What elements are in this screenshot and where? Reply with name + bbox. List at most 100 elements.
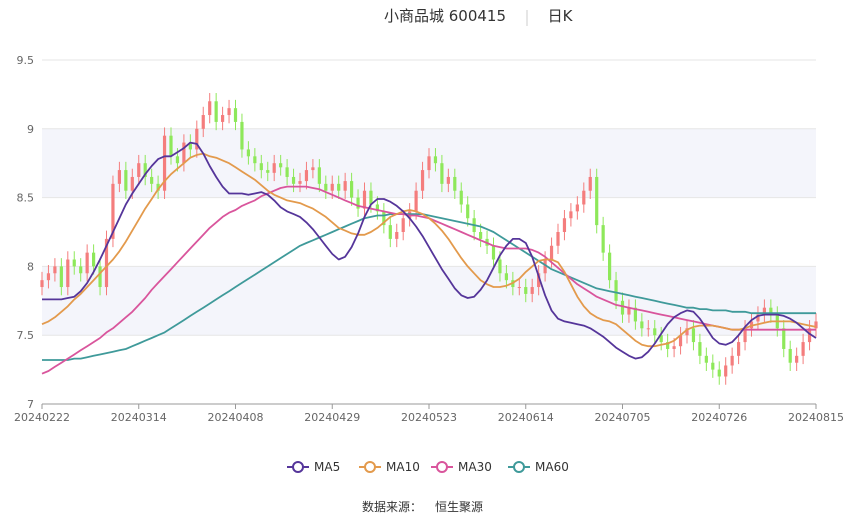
candle-body xyxy=(162,135,167,191)
candle-body xyxy=(221,115,225,122)
candle xyxy=(395,223,399,248)
candle xyxy=(104,230,109,296)
candle-body xyxy=(259,163,263,171)
candle-body xyxy=(285,167,289,177)
candle-body xyxy=(356,197,360,209)
y-tick-label: 9.5 xyxy=(17,54,35,67)
candle xyxy=(143,154,147,186)
candle-body xyxy=(601,225,605,253)
candle xyxy=(704,347,708,371)
candle-body xyxy=(304,170,309,182)
candle-body xyxy=(253,156,257,164)
candle-body xyxy=(646,328,650,330)
candle xyxy=(666,333,670,358)
candle xyxy=(620,292,625,323)
candle-body xyxy=(678,335,683,347)
candle xyxy=(356,189,360,217)
x-tick-label: 20240222 xyxy=(14,411,70,424)
candle-body xyxy=(504,273,508,281)
candle-body xyxy=(227,108,231,116)
candle xyxy=(85,244,89,282)
candle-body xyxy=(291,176,296,184)
legend-label: MA5 xyxy=(314,460,340,474)
candle xyxy=(137,154,141,186)
candle xyxy=(453,168,457,199)
candle xyxy=(343,172,347,199)
y-tick-label: 8.5 xyxy=(17,192,35,205)
candle xyxy=(717,361,721,385)
candle xyxy=(530,278,534,303)
x-tick-label: 20240314 xyxy=(111,411,167,424)
candle xyxy=(259,154,263,179)
candle xyxy=(59,258,63,296)
candle-body xyxy=(324,183,328,191)
x-tick-label: 20240523 xyxy=(401,411,457,424)
candle-body xyxy=(85,252,89,274)
candle xyxy=(279,154,283,176)
candle-body xyxy=(659,335,663,343)
candle-body xyxy=(704,355,708,363)
candle-body xyxy=(795,355,799,363)
candle xyxy=(608,244,612,289)
candle xyxy=(724,357,728,385)
x-axis: 20240222 20240314 20240408 20240429 20240523… xyxy=(14,403,844,424)
candle-body xyxy=(762,307,766,315)
legend-item-ma60[interactable]: MA60 xyxy=(508,460,569,474)
candle xyxy=(646,320,650,337)
candle xyxy=(337,175,341,199)
stock-title: 小商品城 600415 xyxy=(384,7,506,25)
legend-item-ma5[interactable]: MA5 xyxy=(287,460,340,474)
candle xyxy=(66,251,70,296)
candle-body xyxy=(337,183,341,191)
candle-body xyxy=(104,238,109,288)
candle xyxy=(614,271,618,310)
candle xyxy=(182,134,186,172)
candle-body xyxy=(124,170,128,191)
candle-body xyxy=(401,218,405,232)
candle-body xyxy=(672,346,676,349)
candle-body xyxy=(350,181,354,198)
ma10-line xyxy=(41,152,817,348)
legend-label: MA30 xyxy=(458,460,492,474)
candle xyxy=(253,148,257,172)
x-tick-label: 20240614 xyxy=(498,411,554,424)
candle xyxy=(446,168,450,193)
candle xyxy=(678,326,683,355)
candle xyxy=(111,175,115,248)
candle-body xyxy=(620,300,625,315)
legend-item-ma10[interactable]: MA10 xyxy=(359,460,420,474)
candle-body xyxy=(117,170,121,184)
candle-body xyxy=(72,259,76,267)
candle xyxy=(214,93,218,131)
candle-body xyxy=(214,101,218,122)
candle xyxy=(556,223,560,255)
y-tick-label: 7.5 xyxy=(17,329,35,342)
candle xyxy=(401,209,405,241)
candle-body xyxy=(653,328,657,336)
candle xyxy=(730,347,734,374)
legend-item-ma30[interactable]: MA30 xyxy=(431,460,492,474)
candle xyxy=(382,203,386,234)
legend[interactable]: MA5 MA10 MA30 MA60 xyxy=(287,460,569,474)
x-tick-label: 20240408 xyxy=(208,411,264,424)
candle-body xyxy=(537,273,541,288)
candle xyxy=(756,306,760,330)
candle xyxy=(491,237,496,268)
candle-body xyxy=(685,328,689,336)
candle-body xyxy=(414,190,418,212)
candle xyxy=(479,223,483,248)
candle-body xyxy=(130,176,134,191)
candle xyxy=(208,93,212,124)
candle xyxy=(685,320,689,344)
candle-body xyxy=(420,170,425,191)
legend-marker xyxy=(292,461,304,473)
candle-body xyxy=(266,170,270,173)
candle-body xyxy=(343,181,347,191)
legend-marker xyxy=(436,461,448,473)
candle-body xyxy=(66,259,70,288)
x-tick-label: 20240705 xyxy=(595,411,651,424)
candle-body xyxy=(40,280,44,288)
candle xyxy=(388,216,392,248)
candle xyxy=(221,106,225,131)
